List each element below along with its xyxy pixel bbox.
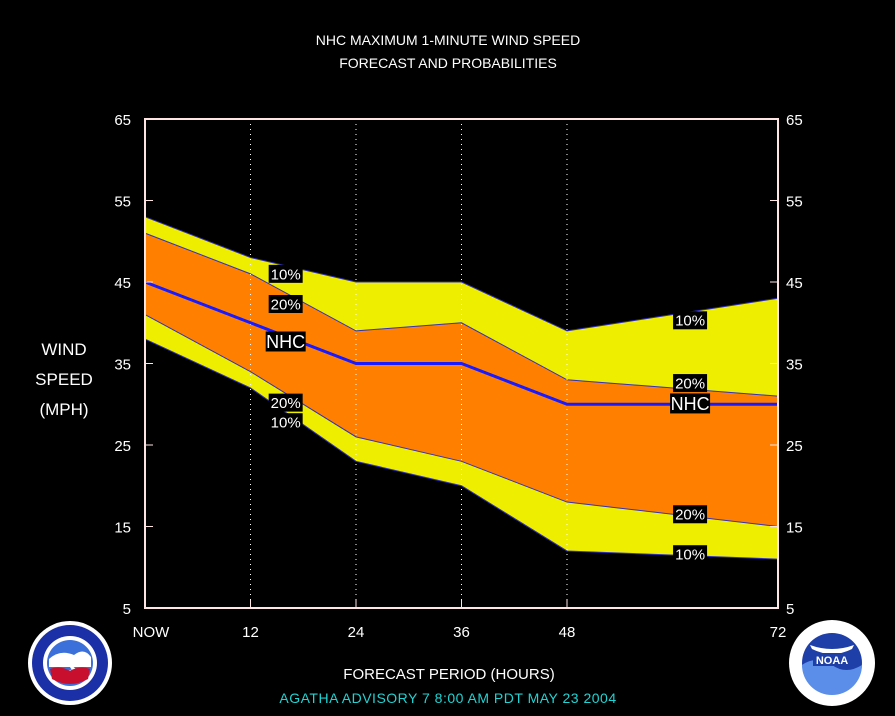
y-tick-label-left-35: 35 <box>114 357 131 374</box>
annotation-label-1: 20% <box>271 296 301 313</box>
annotation-label-9: 10% <box>675 547 705 564</box>
chart-title-line2: FORECAST AND PROBABILITIES <box>339 55 557 71</box>
annotation-label-2: NHC <box>266 332 305 352</box>
y-tick-label-left-15: 15 <box>114 520 131 537</box>
y-axis-label-line2: SPEED <box>35 370 93 389</box>
annotation-box-8 <box>673 505 708 524</box>
annotation-box-0 <box>268 264 303 283</box>
advisory-line: AGATHA ADVISORY 7 8:00 AM PDT MAY 23 200… <box>279 690 616 706</box>
y-tick-label-left-25: 25 <box>114 438 131 455</box>
annotation-label-5: 10% <box>675 313 705 330</box>
annotation-box-5 <box>673 311 708 330</box>
y-tick-label-right-5: 5 <box>786 601 794 618</box>
annotation-label-7: NHC <box>671 394 710 414</box>
annotation-label-0: 10% <box>271 266 301 283</box>
series-nhc-line <box>144 280 778 406</box>
y-tick-label-left-45: 45 <box>114 275 131 292</box>
annotation-box-1 <box>268 295 303 314</box>
annotation-label-4: 10% <box>271 415 301 432</box>
y-tick-label-left-65: 65 <box>114 112 131 129</box>
x-tick-label-36: 36 <box>453 624 470 641</box>
svg-text:NOAA: NOAA <box>816 655 848 667</box>
annotation-box-6 <box>673 374 708 393</box>
annotation-box-3 <box>268 393 303 412</box>
x-axis-title: FORECAST PERIOD (HOURS) <box>343 666 554 683</box>
x-tick-label-24: 24 <box>348 624 365 641</box>
series-20-lower-edge <box>144 314 779 527</box>
series-10-upper-edge <box>144 216 779 332</box>
y-tick-label-right-25: 25 <box>786 438 803 455</box>
annotation-box-9 <box>673 545 708 564</box>
chart-title-line1: NHC MAXIMUM 1-MINUTE WIND SPEED <box>316 32 580 48</box>
x-tick-label-12: 12 <box>242 624 259 641</box>
annotation-label-3: 20% <box>271 395 301 412</box>
y-tick-label-right-65: 65 <box>786 112 803 129</box>
y-axis-label-line3: (MPH) <box>39 400 88 419</box>
annotation-label-6: 20% <box>675 375 705 392</box>
x-tick-label-72: 72 <box>770 624 787 641</box>
y-axis-label-line1: WIND <box>41 340 86 359</box>
y-tick-label-right-35: 35 <box>786 357 803 374</box>
annotation-box-2 <box>265 331 306 352</box>
y-tick-label-right-15: 15 <box>786 520 803 537</box>
annotation-label-8: 20% <box>675 507 705 524</box>
annotation-box-4 <box>268 413 303 432</box>
y-tick-label-left-5: 5 <box>123 601 131 618</box>
series-10-lower-edge <box>144 338 779 560</box>
series-20-upper-edge <box>144 232 779 397</box>
x-tick-label-now: NOW <box>133 624 171 641</box>
y-tick-label-right-45: 45 <box>786 275 803 292</box>
x-tick-label-48: 48 <box>559 624 576 641</box>
noaa-logo: NOAA <box>789 620 875 706</box>
y-tick-label-right-55: 55 <box>786 194 803 211</box>
annotation-box-7 <box>670 393 711 414</box>
y-tick-label-left-55: 55 <box>114 194 131 211</box>
nws-logo <box>28 621 112 705</box>
